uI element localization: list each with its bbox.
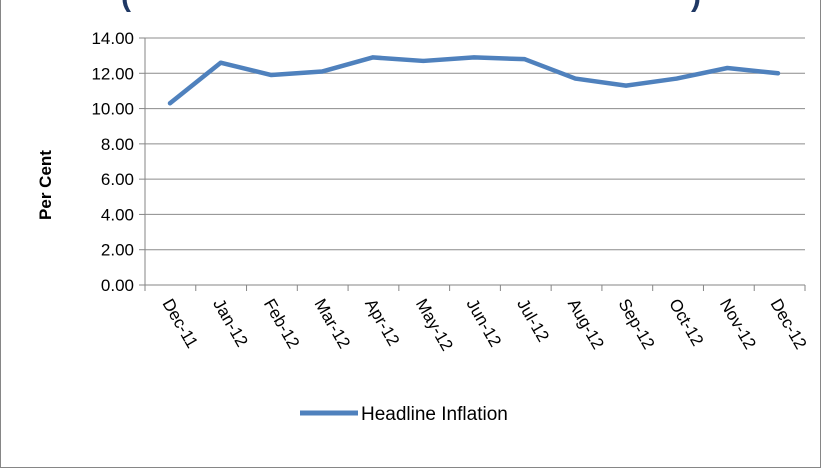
x-tick-label: Feb-12 bbox=[260, 296, 303, 352]
x-tick-label: Jun-12 bbox=[463, 296, 505, 351]
y-tick-label: 2.00 bbox=[101, 241, 134, 260]
data-point bbox=[725, 65, 730, 70]
y-tick-label: 8.00 bbox=[101, 135, 134, 154]
y-tick-label: 6.00 bbox=[101, 170, 134, 189]
x-tick-label: May-12 bbox=[412, 296, 457, 355]
x-tick-label: Apr-12 bbox=[361, 296, 403, 350]
data-point bbox=[674, 76, 679, 81]
data-point bbox=[421, 58, 426, 63]
data-point bbox=[776, 71, 780, 76]
x-tick-label: Sep-12 bbox=[615, 296, 659, 353]
x-tick-label: Jul-12 bbox=[513, 296, 553, 346]
y-tick-labels: 0.00 2.00 4.00 6.00 8.00 10.00 12.00 14.00 bbox=[91, 29, 134, 295]
y-tick-label: 0.00 bbox=[101, 276, 134, 295]
legend-label-headline-inflation: Headline Inflation bbox=[361, 404, 508, 425]
y-tick-label: 4.00 bbox=[101, 205, 134, 224]
data-point bbox=[320, 69, 324, 74]
grid-lines bbox=[139, 37, 805, 286]
y-tick-label: 12.00 bbox=[91, 64, 134, 83]
data-point bbox=[472, 55, 476, 60]
data-point bbox=[269, 73, 274, 78]
chart-title-close: ) bbox=[691, 0, 701, 13]
chart-title-open: ( bbox=[121, 0, 131, 13]
legend: Headline Inflation bbox=[300, 404, 508, 425]
data-point bbox=[573, 76, 578, 81]
x-tick-label: Dec-11 bbox=[159, 296, 202, 352]
x-tick-label: Nov-12 bbox=[716, 296, 760, 353]
x-tick-label: Aug-12 bbox=[564, 296, 608, 353]
series-line-0 bbox=[167, 55, 781, 106]
x-tick-label: Jan-12 bbox=[209, 296, 251, 351]
y-axis-title: Per Cent bbox=[36, 150, 55, 220]
y-tick-label: 10.00 bbox=[91, 100, 134, 119]
data-point bbox=[624, 83, 628, 88]
chart-title: () bbox=[0, 0, 822, 14]
x-tick-label: Oct-12 bbox=[665, 296, 707, 350]
data-point bbox=[522, 57, 527, 62]
data-point bbox=[218, 60, 223, 65]
data-point bbox=[370, 55, 375, 60]
series-group bbox=[167, 55, 781, 106]
x-tick-label: Dec-12 bbox=[767, 296, 811, 353]
y-tick-label: 14.00 bbox=[91, 29, 134, 48]
data-point bbox=[168, 101, 172, 106]
x-tick-label: Mar-12 bbox=[311, 296, 354, 352]
x-axis: Dec-11 Jan-12 Feb-12 Mar-12 Apr-12 May-12 Jun-… bbox=[144, 285, 811, 355]
